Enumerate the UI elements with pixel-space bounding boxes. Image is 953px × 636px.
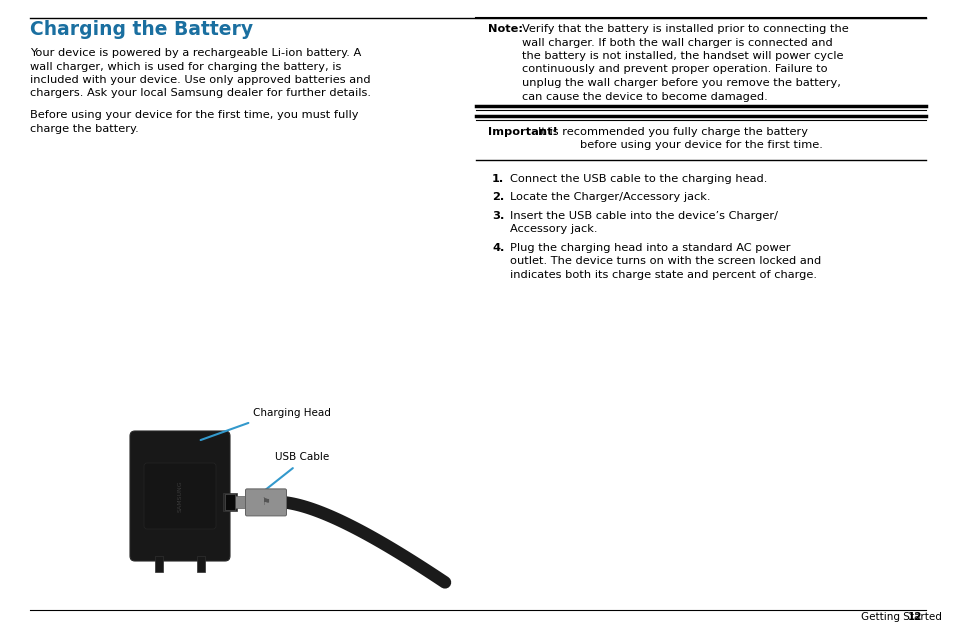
Text: continuously and prevent proper operation. Failure to: continuously and prevent proper operatio… <box>521 64 827 74</box>
Text: 12: 12 <box>906 612 921 622</box>
Text: outlet. The device turns on with the screen locked and: outlet. The device turns on with the scr… <box>510 256 821 266</box>
Text: charge the battery.: charge the battery. <box>30 123 138 134</box>
Text: Plug the charging head into a standard AC power: Plug the charging head into a standard A… <box>510 243 790 253</box>
FancyBboxPatch shape <box>144 463 215 529</box>
Text: chargers. Ask your local Samsung dealer for further details.: chargers. Ask your local Samsung dealer … <box>30 88 371 99</box>
Text: 2.: 2. <box>492 193 504 202</box>
Text: Getting Started: Getting Started <box>861 612 941 622</box>
Text: Accessory jack.: Accessory jack. <box>510 225 597 235</box>
Text: wall charger. If both the wall charger is connected and: wall charger. If both the wall charger i… <box>521 38 832 48</box>
Bar <box>154 556 163 572</box>
Text: the battery is not installed, the handset will power cycle: the battery is not installed, the handse… <box>521 51 842 61</box>
Text: unplug the wall charger before you remove the battery,: unplug the wall charger before you remov… <box>521 78 840 88</box>
Text: Verify that the battery is installed prior to connecting the: Verify that the battery is installed pri… <box>521 24 848 34</box>
Bar <box>234 497 247 508</box>
Text: ⚑: ⚑ <box>261 497 270 508</box>
Bar <box>225 494 234 511</box>
FancyBboxPatch shape <box>245 489 286 516</box>
FancyBboxPatch shape <box>130 431 230 561</box>
Text: included with your device. Use only approved batteries and: included with your device. Use only appr… <box>30 75 370 85</box>
Text: wall charger, which is used for charging the battery, is: wall charger, which is used for charging… <box>30 62 341 71</box>
Text: It is recommended you fully charge the battery: It is recommended you fully charge the b… <box>537 127 807 137</box>
Text: Note:: Note: <box>488 24 522 34</box>
Text: Before using your device for the first time, you must fully: Before using your device for the first t… <box>30 110 358 120</box>
Text: 4.: 4. <box>492 243 504 253</box>
Text: 3.: 3. <box>492 211 504 221</box>
Text: Charging Head: Charging Head <box>253 408 331 418</box>
Text: Your device is powered by a rechargeable Li-ion battery. A: Your device is powered by a rechargeable… <box>30 48 361 58</box>
Bar <box>223 494 236 511</box>
Text: Connect the USB cable to the charging head.: Connect the USB cable to the charging he… <box>510 174 766 184</box>
Text: USB Cable: USB Cable <box>274 452 329 462</box>
Text: 1.: 1. <box>492 174 504 184</box>
Text: Locate the Charger/Accessory jack.: Locate the Charger/Accessory jack. <box>510 193 710 202</box>
Text: SAMSUNG: SAMSUNG <box>177 480 182 512</box>
Text: Charging the Battery: Charging the Battery <box>30 20 253 39</box>
Text: Insert the USB cable into the device’s Charger/: Insert the USB cable into the device’s C… <box>510 211 778 221</box>
Bar <box>196 556 205 572</box>
Text: can cause the device to become damaged.: can cause the device to become damaged. <box>521 92 767 102</box>
Text: Important!: Important! <box>488 127 558 137</box>
Text: before using your device for the first time.: before using your device for the first t… <box>579 141 821 151</box>
Text: indicates both its charge state and percent of charge.: indicates both its charge state and perc… <box>510 270 816 280</box>
